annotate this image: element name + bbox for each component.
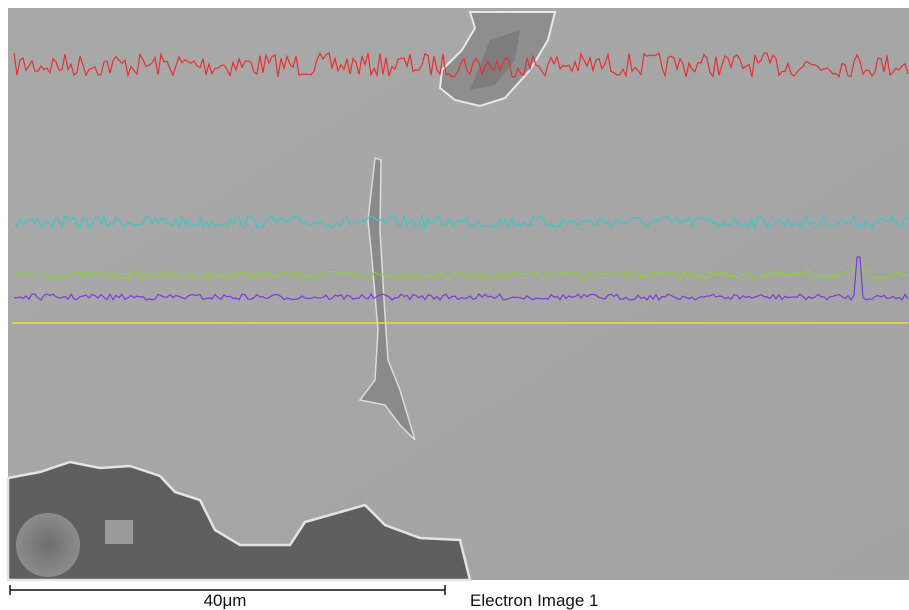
inclusion bbox=[105, 520, 133, 544]
line-scan-trace bbox=[13, 51, 909, 79]
substrate-edge bbox=[6, 460, 472, 582]
scale-label: 40μm bbox=[204, 591, 247, 610]
pit bbox=[16, 513, 80, 577]
particle-shadow bbox=[470, 30, 520, 90]
line-scan-trace bbox=[13, 213, 909, 231]
crack bbox=[358, 156, 416, 441]
image-caption: Electron Image 1 bbox=[470, 591, 599, 610]
line-scans bbox=[13, 51, 909, 301]
line-scan-trace bbox=[13, 256, 909, 281]
line-scan-trace bbox=[13, 256, 909, 301]
